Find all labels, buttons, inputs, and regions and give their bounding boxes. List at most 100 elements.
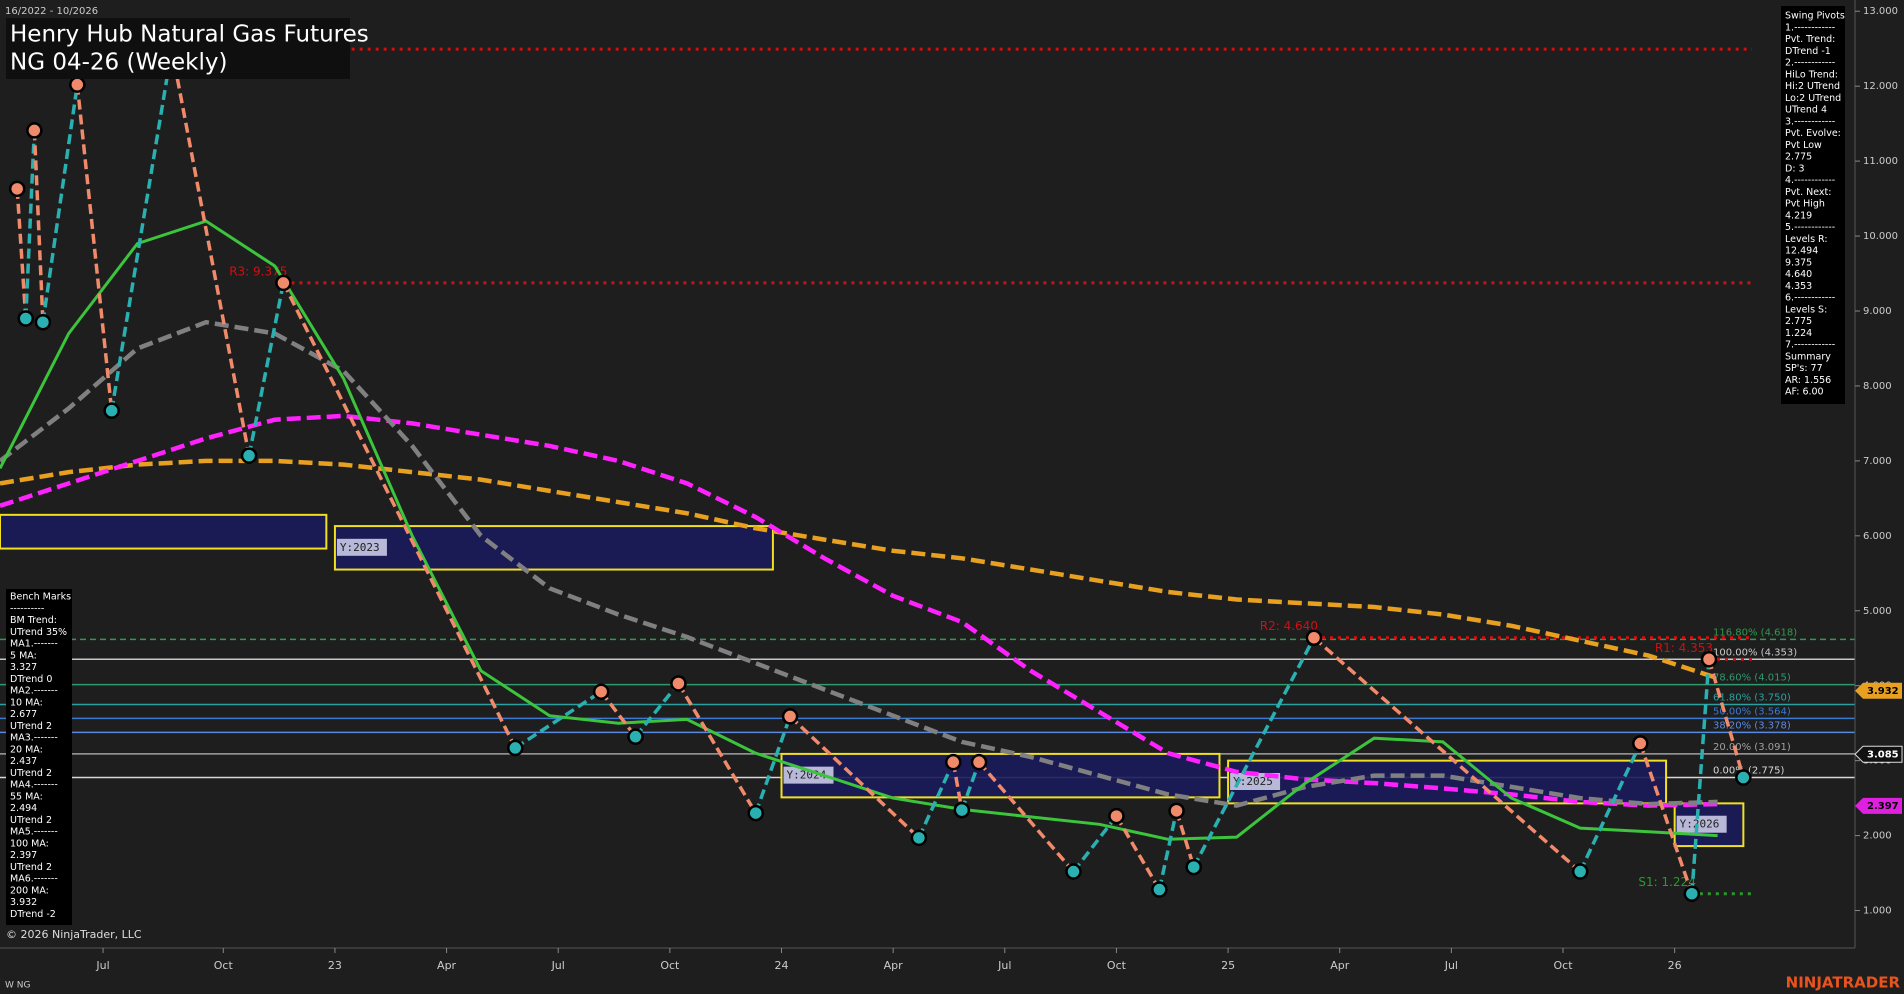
year-box bbox=[333, 525, 774, 571]
title-box bbox=[6, 18, 350, 79]
level-label: R2: 4.640 bbox=[1260, 619, 1318, 633]
zigzag-leg bbox=[109, 48, 174, 411]
swing-pivots-line: 6.------------ bbox=[1785, 293, 1835, 304]
pivot-high bbox=[275, 274, 292, 292]
bench-marks-line: MA2.------- bbox=[10, 686, 58, 697]
bench-marks-line: UTrend 2 bbox=[10, 721, 52, 732]
swing-pivots-line: Pvt. Next: bbox=[1785, 187, 1831, 198]
pivot-low bbox=[1151, 881, 1168, 898]
bench-marks-line: DTrend -2 bbox=[10, 909, 56, 920]
fib-label: 20.00% (3.091) bbox=[1713, 742, 1791, 753]
x-tick-label: Jul bbox=[551, 959, 565, 972]
x-tick-label: Jul bbox=[95, 959, 109, 972]
bench-marks-line: MA4.------- bbox=[10, 780, 58, 791]
bench-marks-line: DTrend 0 bbox=[10, 674, 52, 685]
swing-pivots-line: Lo:2 UTrend bbox=[1785, 93, 1841, 104]
pivot-low bbox=[747, 804, 764, 822]
x-tick-label: Apr bbox=[1330, 959, 1350, 972]
swing-pivots-line: Summary bbox=[1785, 351, 1831, 362]
zigzag-leg bbox=[281, 282, 517, 749]
x-tick-label: Oct bbox=[1107, 959, 1127, 972]
fib-label: 116.80% (4.618) bbox=[1713, 627, 1797, 638]
zigzag-leg bbox=[634, 682, 680, 738]
year-label: Y:2023 bbox=[340, 541, 380, 554]
pivot-high bbox=[1700, 651, 1718, 668]
year-label: Y:2025 bbox=[1233, 775, 1273, 788]
pivot-low bbox=[1735, 769, 1752, 786]
pivot-low bbox=[1065, 863, 1082, 880]
swing-pivots-line: Pvt. Trend: bbox=[1785, 34, 1835, 45]
zigzag-leg bbox=[75, 84, 114, 411]
x-tick-label: 24 bbox=[775, 959, 789, 972]
pivot-low bbox=[240, 447, 258, 464]
y-tick-label: 9.000 bbox=[1863, 306, 1892, 317]
pivot-low bbox=[34, 313, 52, 331]
bench-marks-panel bbox=[6, 589, 72, 925]
fib-label: 50.00% (3.564) bbox=[1713, 706, 1791, 717]
bench-marks-line: 3.327 bbox=[10, 662, 37, 673]
pivot-high bbox=[1108, 807, 1125, 825]
zigzag-leg bbox=[1578, 742, 1642, 873]
year-label-bg bbox=[336, 538, 387, 556]
swing-pivots-line: Hi:2 UTrend bbox=[1785, 81, 1840, 92]
swing-pivots-line: 7.------------ bbox=[1785, 340, 1835, 351]
pivot-high bbox=[970, 753, 988, 771]
bench-marks-line: UTrend 2 bbox=[10, 862, 52, 873]
pivot-high bbox=[1305, 629, 1323, 646]
zigzag-leg bbox=[754, 715, 792, 814]
y-tick-label: 13.000 bbox=[1863, 6, 1898, 17]
price-marker-label: 2.397 bbox=[1867, 801, 1899, 812]
swing-pivots-line: AF: 6.00 bbox=[1785, 387, 1824, 398]
swing-pivots-line: 12.494 bbox=[1785, 246, 1818, 257]
zigzag-leg bbox=[599, 690, 637, 738]
swing-pivots-line: HiLo Trend: bbox=[1785, 69, 1838, 80]
pivot-low bbox=[1683, 885, 1701, 902]
bench-marks-line: UTrend 2 bbox=[10, 768, 52, 779]
price-marker bbox=[1855, 682, 1902, 699]
price-marker-label: 3.932 bbox=[1867, 686, 1899, 697]
year-label-bg bbox=[1676, 815, 1727, 833]
pivot-low bbox=[17, 310, 35, 327]
bench-marks-line: 5 MA: bbox=[10, 650, 37, 661]
zigzag-leg bbox=[170, 48, 251, 456]
x-tick-label: 23 bbox=[328, 959, 342, 972]
x-tick-label: Jul bbox=[997, 959, 1011, 972]
zigzag-leg bbox=[1157, 810, 1179, 890]
y-tick-label: 6.000 bbox=[1863, 531, 1892, 542]
bench-marks-line: 3.932 bbox=[10, 897, 37, 908]
zigzag-leg bbox=[32, 130, 45, 323]
fib-label: 78.60% (4.015) bbox=[1713, 673, 1791, 684]
y-tick-label: 7.000 bbox=[1863, 456, 1892, 467]
zigzag-leg bbox=[41, 84, 80, 323]
pivot-low bbox=[507, 739, 524, 757]
price-marker bbox=[1855, 797, 1902, 814]
swing-pivots-line: 4.640 bbox=[1785, 269, 1812, 280]
swing-pivots-line: 3.------------ bbox=[1785, 116, 1835, 127]
zigzag-leg bbox=[1174, 810, 1196, 868]
ma-line bbox=[0, 413, 1718, 808]
x-tick-label: Oct bbox=[660, 959, 680, 972]
pivot-low bbox=[953, 801, 971, 819]
fib-label: 0.00% (2.775) bbox=[1713, 766, 1784, 777]
x-tick-label: 25 bbox=[1221, 959, 1235, 972]
swing-pivots-line: DTrend -1 bbox=[1785, 46, 1831, 57]
price-marker-label: 3.085 bbox=[1867, 749, 1899, 760]
pivot-high bbox=[670, 675, 687, 692]
bench-marks-line: 100 MA: bbox=[10, 838, 49, 849]
bench-marks-line: MA3.------- bbox=[10, 733, 58, 744]
swing-pivots-line: D: 3 bbox=[1785, 163, 1805, 174]
bench-marks-line: ---------- bbox=[10, 603, 44, 614]
zigzag-leg bbox=[24, 130, 37, 319]
symbol: W NG bbox=[5, 981, 30, 991]
pivot-high bbox=[592, 683, 610, 700]
x-tick-label: Jul bbox=[1444, 959, 1458, 972]
bench-marks-line: 10 MA: bbox=[10, 697, 43, 708]
price-marker bbox=[1854, 745, 1903, 763]
plot-area: 116.80% (4.618) 100.00% (4.353) 78.60% (4.… bbox=[0, 40, 1855, 902]
year-label-bg bbox=[783, 766, 834, 784]
bench-marks-line: UTrend 2 bbox=[10, 815, 52, 826]
pivot-low bbox=[1571, 863, 1589, 880]
zigzag-leg bbox=[1638, 742, 1694, 895]
